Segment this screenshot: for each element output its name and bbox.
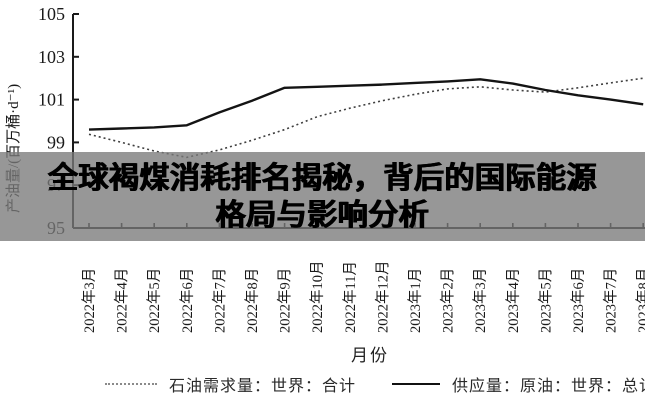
series-line-demand	[88, 77, 644, 159]
x-tick-label: 2023年7月	[603, 268, 620, 333]
legend-item-supply: 供应量：原油：世界：总计	[392, 372, 645, 396]
x-tick-label: 2022年3月	[81, 268, 98, 333]
legend-item-demand: 石油需求量：世界：合计	[105, 372, 356, 396]
x-tick-label: 2022年7月	[211, 268, 228, 333]
x-tick-label: 2022年11月	[342, 261, 359, 333]
dotted-line-sample-icon	[105, 383, 157, 385]
y-tick-label: 103	[38, 47, 65, 67]
legend-label-supply: 供应量：原油：世界：总计	[452, 378, 645, 395]
x-tick-label: 2022年6月	[179, 268, 196, 333]
x-tick-label: 2023年5月	[537, 268, 554, 333]
x-axis-title: 月份	[351, 346, 389, 365]
x-tick-label: 2022年10月	[309, 261, 326, 334]
x-tick-label: 2022年8月	[244, 268, 261, 333]
y-tick-label: 99	[47, 132, 65, 152]
headline-line-2: 格局与影响分析	[215, 198, 430, 232]
x-tick-label: 2023年2月	[440, 268, 457, 333]
x-tick-label: 2023年4月	[505, 268, 522, 333]
x-tick-label: 2022年4月	[114, 268, 131, 333]
x-tick-label: 2022年12月	[374, 261, 391, 334]
headline-overlay: 全球褐煤消耗排名揭秘，背后的国际能源 格局与影响分析	[0, 152, 645, 241]
x-tick-label: 2023年3月	[472, 268, 489, 333]
series-line-supply	[88, 78, 644, 131]
line-chart: 9597991011031052022年3月2022年4月2022年5月2022…	[5, 4, 645, 334]
legend-label-demand: 石油需求量：世界：合计	[169, 378, 357, 395]
x-tick-label: 2023年6月	[570, 268, 587, 333]
y-tick-label: 101	[38, 90, 65, 110]
y-tick-label: 105	[38, 4, 65, 24]
chart-legend: 石油需求量：世界：合计 供应量：原油：世界：总计	[105, 372, 645, 396]
headline-line-1: 全球褐煤消耗排名揭秘，背后的国际能源	[48, 161, 597, 195]
x-tick-label: 2022年9月	[277, 268, 294, 333]
x-tick-label: 2022年5月	[146, 268, 163, 333]
x-tick-label: 2023年8月	[635, 268, 645, 333]
x-tick-label: 2023年1月	[407, 268, 424, 333]
solid-line-sample-icon	[392, 383, 441, 385]
